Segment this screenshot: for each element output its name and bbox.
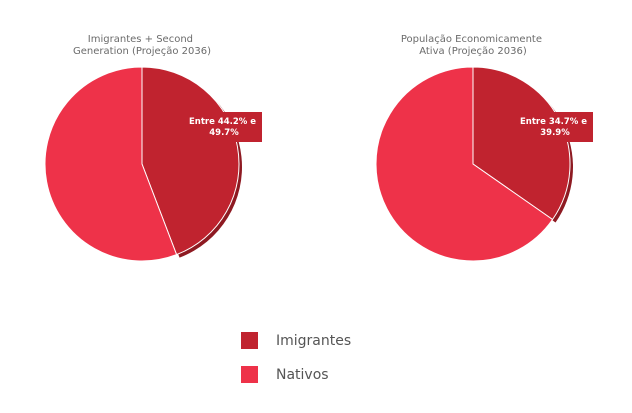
data-label-2: Entre 34.7% e 39.9% [520, 117, 590, 138]
data-label-box-2 [517, 112, 593, 142]
legend-swatch-nativos [241, 366, 258, 383]
chart-title-2-line-2: Ativa (Projeção 2036) [419, 46, 527, 57]
data-label-2-line-1: Entre 34.7% e [520, 117, 587, 127]
pie-1-slice-nativos [44, 66, 178, 262]
chart-title-1: Imigrantes + Second Generation (Projeção… [73, 34, 211, 57]
pie-2-slices [375, 66, 573, 262]
data-label-2-line-2: 39.9% [540, 128, 570, 138]
data-label-box-1 [186, 112, 262, 142]
data-label-1: Entre 44.2% e 49.7% [189, 117, 259, 138]
data-label-1-line-2: 49.7% [209, 128, 239, 138]
legend-label-imigrantes: Imigrantes [276, 333, 351, 349]
chart-title-1-line-2: Generation (Projeção 2036) [73, 46, 211, 57]
legend-swatch-imigrantes [241, 332, 258, 349]
chart-title-2: População Economicamente Ativa (Projeção… [401, 34, 545, 57]
chart-title-2-line-1: População Economicamente [401, 34, 542, 45]
legend: Imigrantes Nativos [241, 332, 351, 383]
pie-1-slices [44, 66, 242, 262]
pie-chart-immigrants-second-generation: Imigrantes + Second Generation (Projeção… [44, 34, 262, 262]
chart-title-1-line-1: Imigrantes + Second [88, 34, 193, 45]
pie-chart-economically-active-population: População Economicamente Ativa (Projeção… [375, 34, 593, 262]
pie-2-slice-nativos [375, 66, 554, 262]
data-label-1-line-1: Entre 44.2% e [189, 117, 256, 127]
legend-label-nativos: Nativos [276, 367, 329, 383]
